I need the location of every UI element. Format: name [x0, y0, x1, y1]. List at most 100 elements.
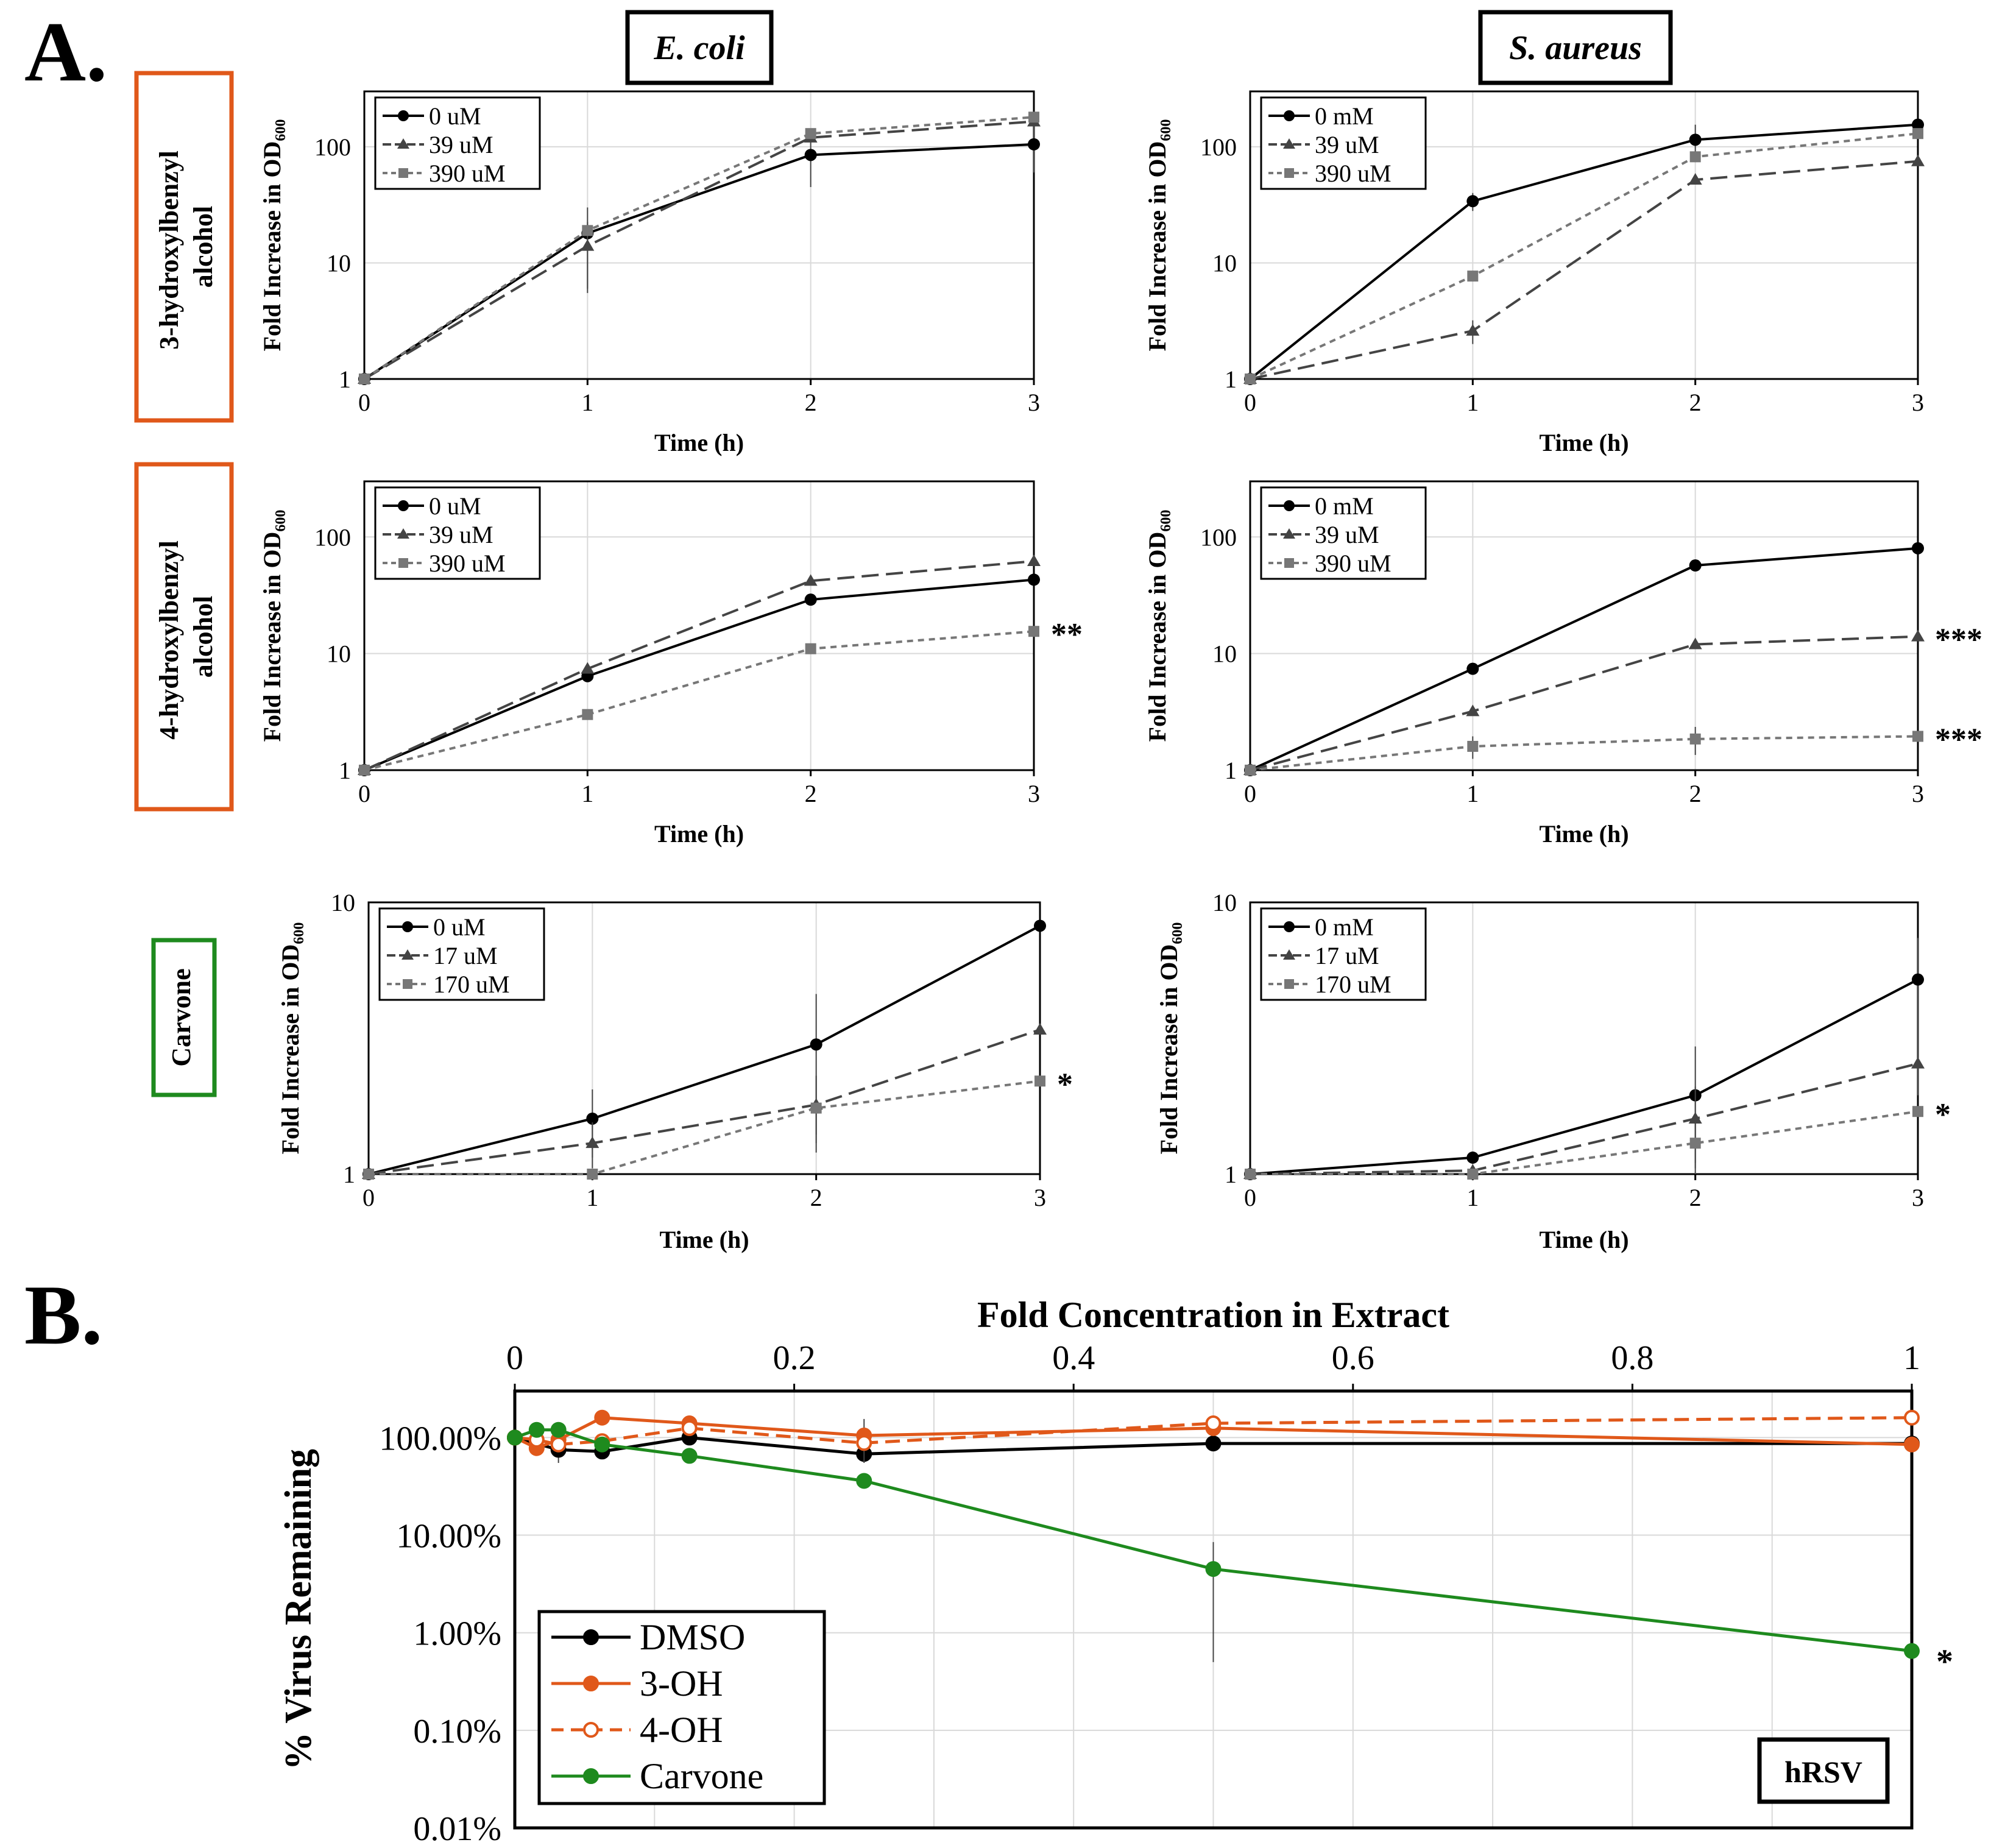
x-tick-label: 3: [1912, 780, 1924, 807]
row-label-4oh: 4-hydroxylbenzyl alcohol: [154, 534, 218, 740]
legend-marker-triangle: [1283, 528, 1295, 539]
y-axis-label-subscript: 600: [273, 119, 289, 141]
column-header-ecoli: E. coli: [653, 29, 745, 67]
legend-label: 390 uM: [429, 550, 506, 577]
legend-marker-circle: [1284, 921, 1295, 932]
row-label-box-carvone: [151, 938, 217, 1097]
legend-marker-triangle: [1283, 138, 1295, 149]
data-point: [550, 1421, 567, 1438]
data-point-triangle: [1027, 554, 1041, 567]
y-axis-label: Fold Increase in OD600: [258, 119, 289, 352]
legend-marker-square: [403, 979, 412, 989]
legend-label: 4-OH: [640, 1710, 723, 1750]
legend-label: 39 uM: [1315, 131, 1379, 158]
x-tick-label: 1: [1466, 389, 1479, 416]
y-tick-label: 1: [1225, 757, 1237, 784]
x-tick-label: 1: [586, 1184, 598, 1211]
data-point-triangle: [581, 239, 595, 251]
data-point-square: [363, 1169, 374, 1180]
data-point: [856, 1435, 872, 1451]
x-axis-label: Time (h): [1539, 429, 1629, 456]
data-point-circle: [804, 149, 817, 161]
legend-label: 170 uM: [433, 971, 510, 998]
data-point-circle: [810, 1038, 822, 1051]
x-tick-label: 0: [1244, 389, 1256, 416]
data-point-square: [1467, 740, 1479, 752]
y-axis-label-subscript: 600: [291, 922, 307, 944]
x-tick-label: 3: [1028, 389, 1040, 416]
data-point-triangle: [1688, 637, 1702, 650]
x-axis-label: Time (h): [1539, 1226, 1629, 1253]
y-tick-label: 10: [331, 889, 355, 916]
legend-label: 170 uM: [1315, 971, 1392, 998]
row-label-4oh-line2: alcohol: [188, 596, 218, 678]
legend-marker-square: [1284, 979, 1294, 989]
y-axis-label-main: Fold Increase in OD: [277, 944, 304, 1155]
x-tick-label: 2: [1689, 389, 1702, 416]
data-point-square: [1467, 271, 1479, 282]
data-point: [681, 1420, 698, 1436]
legend-label: 390 uM: [1315, 550, 1392, 577]
series-line-17-uM: [1250, 1062, 1919, 1175]
data-point: [594, 1436, 610, 1453]
legend-marker-circle: [398, 110, 409, 121]
legend-label: 17 uM: [433, 942, 498, 969]
legend-marker-triangle: [397, 138, 409, 149]
data-point-circle: [1912, 973, 1924, 986]
y-tick-label: 100: [1200, 523, 1237, 551]
x-tick-label: 1: [581, 780, 593, 807]
y-tick-label: 10: [1212, 640, 1237, 668]
legend-label: 0 mM: [1315, 102, 1374, 130]
plot-frame: [363, 480, 1035, 771]
data-point-square: [1245, 1169, 1256, 1180]
row-label-box-4oh: [134, 462, 234, 812]
y-tick-label: 1: [339, 757, 351, 784]
significance-marker: ***: [1935, 623, 1982, 657]
data-point-circle: [586, 1112, 599, 1125]
panel-letter-a: A.: [24, 5, 107, 99]
x-tick-label: 3: [1912, 1184, 1924, 1211]
data-point-square: [1467, 1169, 1479, 1180]
series-line-0-mM: [1250, 547, 1919, 771]
x-axis-label: Time (h): [659, 1226, 749, 1253]
data-point-triangle: [1688, 173, 1702, 185]
y-axis-label-main: Fold Increase in OD: [1144, 141, 1171, 352]
data-point-square: [1034, 1075, 1045, 1087]
y-tick-label: 100: [1200, 133, 1237, 161]
legend-marker: [583, 1768, 599, 1784]
series-line-39-uM: [363, 120, 1034, 380]
data-point: [507, 1429, 523, 1446]
x-tick-label: 1: [1903, 1339, 1920, 1377]
x-axis-label: Time (h): [654, 429, 744, 456]
x-tick-label: 3: [1028, 780, 1040, 807]
legend-marker-square: [1284, 168, 1294, 178]
y-tick-label: 0.01%: [413, 1810, 501, 1848]
data-point-triangle: [1911, 154, 1925, 166]
row-label-3oh-line1: 3-hydroxylbenzyl: [154, 150, 184, 350]
x-tick-label: 0: [358, 780, 370, 807]
legend-marker-square: [1284, 558, 1294, 568]
panel-letter-b: B.: [24, 1268, 102, 1362]
significance-marker: *: [1935, 1097, 1951, 1132]
data-point-triangle: [1466, 324, 1480, 336]
column-header-box-saureus: [1478, 10, 1673, 85]
significance-marker: *: [1057, 1067, 1073, 1102]
series-line-390-uM: [1250, 132, 1919, 380]
row-label-box-3oh: [134, 71, 234, 423]
data-point-square: [1912, 731, 1923, 742]
y-tick-label: 10: [327, 640, 351, 668]
data-point: [1205, 1415, 1222, 1432]
y-tick-label: 1: [339, 366, 351, 393]
y-tick-label: 1: [1225, 366, 1237, 393]
legend-marker-triangle: [397, 528, 409, 539]
data-point-circle: [1466, 195, 1479, 208]
hrsv-badge-label: hRSV: [1784, 1755, 1862, 1789]
x-axis-label: Time (h): [654, 820, 744, 848]
legend-label: 0 uM: [429, 102, 481, 130]
data-point-square: [1689, 151, 1701, 163]
x-axis-label: Time (h): [1539, 820, 1629, 848]
data-point: [1205, 1561, 1222, 1577]
y-axis-label: % Virus Remaining: [278, 1449, 319, 1770]
